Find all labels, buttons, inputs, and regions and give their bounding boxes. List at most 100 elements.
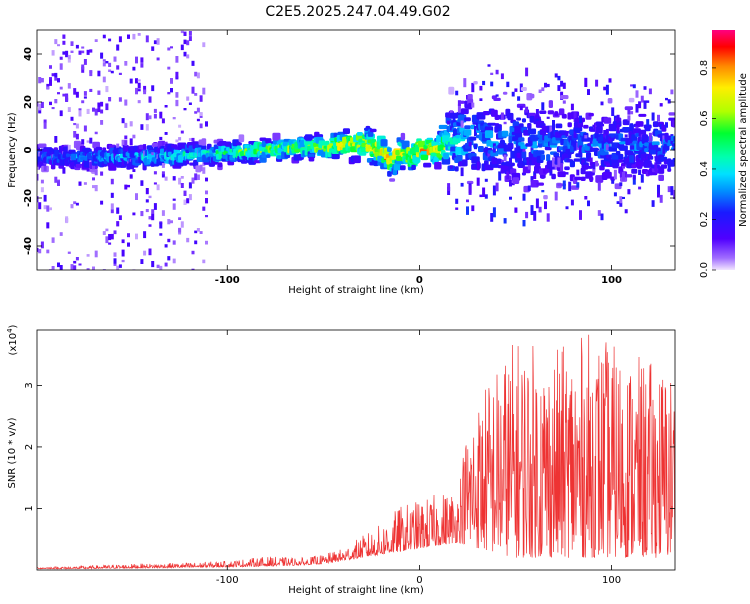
spectrogram-noise-cell <box>135 233 138 240</box>
spectrogram-noise-cell <box>490 213 494 222</box>
spectrogram-noise-cell <box>172 258 176 264</box>
spectrogram-noise-cell <box>194 230 198 234</box>
spectrogram-cell <box>546 154 551 162</box>
spectrogram-noise-cell <box>159 111 163 119</box>
spectrogram-noise-cell <box>511 91 515 97</box>
spectrogram-noise-cell <box>624 134 628 138</box>
spectrogram-noise-cell <box>632 175 636 185</box>
spectrogram-cell <box>625 174 633 178</box>
spectrogram-noise-cell <box>46 205 50 212</box>
spectrogram-cell <box>494 114 500 120</box>
spectrogram-noise-cell <box>54 176 58 183</box>
spectrogram-cell <box>668 112 675 116</box>
spectrogram-noise-cell <box>132 66 136 71</box>
spectrogram-noise-cell <box>579 210 582 220</box>
colorbar: 0.0 0.2 0.4 0.6 0.8 Normalized spectral ampl… <box>699 30 749 278</box>
spectrogram-noise-cell <box>670 89 674 95</box>
spectrogram-noise-cell <box>145 35 149 43</box>
spectrogram-noise-cell <box>89 137 93 144</box>
spectrogram-noise-cell <box>194 71 198 77</box>
spectrogram-noise-cell <box>466 199 469 203</box>
spectrogram-cell <box>628 97 635 103</box>
spectrogram-noise-cell <box>573 145 577 151</box>
spectrogram-noise-cell <box>148 216 152 220</box>
spectrogram-noise-cell <box>638 169 642 175</box>
spectrogram-noise-cell <box>116 221 120 227</box>
spectrogram-cell <box>603 171 612 179</box>
spectrogram-noise-cell <box>116 207 120 214</box>
spectrogram-cell <box>369 128 377 133</box>
snr-panel: -100 0 100 1 2 3 Height of straight line (km… <box>6 324 676 596</box>
spectrogram-noise-cell <box>86 254 90 257</box>
spectrogram-cell <box>643 124 652 129</box>
spectrogram-noise-cell <box>140 124 144 130</box>
spectrogram-noise-cell <box>137 82 141 89</box>
spectrogram-noise-cell <box>616 124 620 134</box>
spectrogram-noise-cell <box>506 171 510 180</box>
spectrogram-noise-cell <box>75 44 79 49</box>
spectrogram-cell <box>540 154 545 161</box>
spectrogram-noise-cell <box>479 85 483 91</box>
spectrogram-cell <box>507 112 514 121</box>
spectrogram-noise-cell <box>151 261 155 268</box>
snr-y-multiplier-base: (x10 <box>8 333 19 356</box>
spectrogram-noise-cell <box>455 90 459 96</box>
spectrogram-noise-cell <box>54 76 58 81</box>
spectrogram-noise-cell <box>129 174 133 178</box>
spectrogram-noise-cell <box>627 115 631 121</box>
spectrogram-cell <box>238 134 245 143</box>
spectrogram-noise-cell <box>194 173 198 181</box>
spectrogram-cell <box>535 150 545 155</box>
spectrogram-noise-cell <box>70 264 74 270</box>
spectrogram-cell <box>178 142 187 149</box>
spectrogram-cell <box>543 195 548 200</box>
spectrogram-noise-cell <box>635 90 639 98</box>
spectrogram-noise-cell <box>503 121 507 125</box>
spectrogram-cell <box>599 123 605 127</box>
snr-x-ticks: -100 0 100 <box>216 330 621 586</box>
spectrogram-noise-cell <box>611 180 615 184</box>
spectrogram-noise-cell <box>527 185 531 191</box>
spectrogram-noise-cell <box>183 199 187 205</box>
spectrogram-noise-cell <box>83 91 87 96</box>
spectrogram-cell <box>625 137 633 146</box>
snr-y-multiplier-exp: 4 <box>6 328 14 333</box>
spectrogram-noise-cell <box>57 92 60 95</box>
spectrogram-noise-cell <box>38 249 42 254</box>
spectrogram-cell <box>642 134 648 140</box>
spectrogram-cell <box>460 108 469 115</box>
spectrogram-noise-cell <box>592 169 596 173</box>
spectrogram-noise-cell <box>183 190 187 196</box>
spectrogram-noise-cell <box>541 87 545 92</box>
spectrogram-noise-cell <box>161 173 165 178</box>
spectrogram-noise-cell <box>140 259 144 264</box>
spectrogram-noise-cell <box>135 56 138 64</box>
spectrogram-y-label: Frequency (Hz) <box>7 112 18 188</box>
spectrogram-cell <box>387 147 392 152</box>
spectrogram-noise-cell <box>140 211 144 217</box>
spectrogram-noise-cell <box>83 59 87 65</box>
spectrogram-noise-cell <box>86 268 90 270</box>
spectrogram-noise-cell <box>110 192 114 198</box>
spectrogram-noise-cell <box>533 171 537 176</box>
snr-x-tick-label: 0 <box>416 575 422 586</box>
spectrogram-noise-cell <box>124 99 128 106</box>
spectrogram-noise-cell <box>156 184 160 191</box>
spectrogram-noise-cell <box>635 125 639 129</box>
spectrogram-noise-cell <box>570 139 574 146</box>
spectrogram-noise-cell <box>657 184 660 194</box>
spectrogram-cell <box>484 130 494 139</box>
spectrogram-cell <box>240 160 248 164</box>
spectrogram-y-tick-label: 40 <box>23 47 34 61</box>
spectrogram-noise-cell <box>81 100 85 104</box>
spectrogram-noise-cell <box>544 201 547 210</box>
spectrogram-cell <box>583 124 589 129</box>
spectrogram-noise-cell <box>619 196 623 204</box>
spectrogram-noise-cell <box>619 182 623 187</box>
spectrogram-cell <box>644 127 651 132</box>
spectrogram-noise-cell <box>108 234 112 241</box>
spectrogram-noise-cell <box>194 240 198 245</box>
snr-y-label: SNR (10 * v/v) <box>7 417 18 488</box>
spectrogram-noise-cell <box>51 266 55 270</box>
spectrogram-noise-cell <box>616 201 620 204</box>
